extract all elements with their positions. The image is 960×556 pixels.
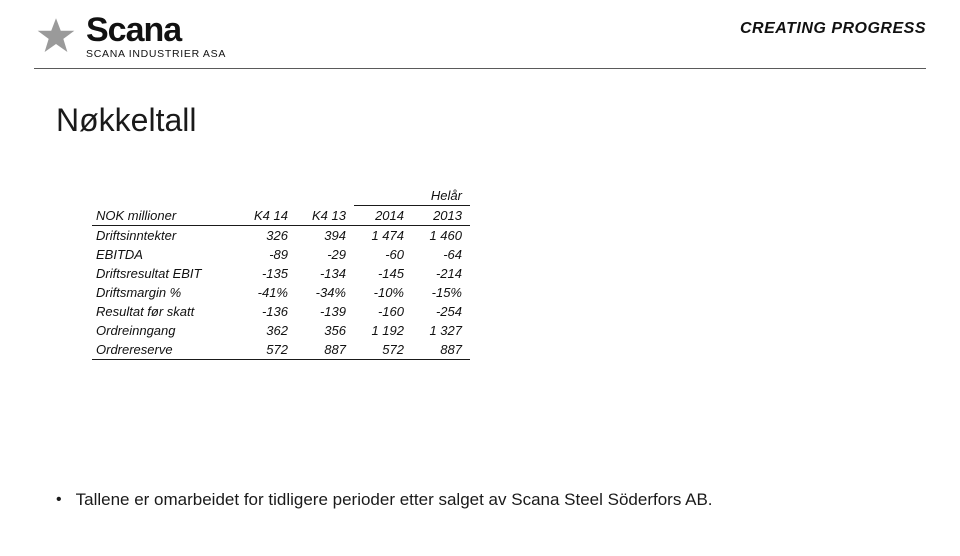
table-row-label: Resultat før skatt [92, 302, 238, 321]
table-column-header: 2013 [412, 206, 470, 226]
page-title: Nøkkeltall [56, 102, 196, 139]
slide: Scana SCANA INDUSTRIER ASA CREATING PROG… [0, 0, 960, 556]
table-row: Ordreinngang3623561 1921 327 [92, 321, 470, 340]
table-cell: 1 327 [412, 321, 470, 340]
table-super-header-label: Helår [354, 186, 470, 206]
table-row-label: Driftsinntekter [92, 226, 238, 246]
table-cell: 362 [238, 321, 296, 340]
table-cell: 887 [296, 340, 354, 360]
star-icon [34, 15, 78, 59]
bullet-icon: • [56, 490, 62, 509]
table-row: Driftsresultat EBIT-135-134-145-214 [92, 264, 470, 283]
table-row-label: Driftsresultat EBIT [92, 264, 238, 283]
table-row: Resultat før skatt-136-139-160-254 [92, 302, 470, 321]
table-cell: -139 [296, 302, 354, 321]
table-cell: -60 [354, 245, 412, 264]
table-cell: 356 [296, 321, 354, 340]
table-cell-empty [92, 186, 238, 206]
table-cell: 1 460 [412, 226, 470, 246]
table-cell: -34% [296, 283, 354, 302]
logo-text: Scana SCANA INDUSTRIER ASA [86, 14, 226, 60]
header-divider [34, 68, 926, 69]
table-column-header: K4 14 [238, 206, 296, 226]
table-row: Ordrereserve572887572887 [92, 340, 470, 360]
table-cell: -254 [412, 302, 470, 321]
table-cell: -134 [296, 264, 354, 283]
table-cell: -29 [296, 245, 354, 264]
table-cell: 326 [238, 226, 296, 246]
table-cell-empty [238, 186, 296, 206]
table-body: HelårNOK millionerK4 14K4 1320142013Drif… [92, 186, 470, 360]
table-cell: -89 [238, 245, 296, 264]
table-cell: -214 [412, 264, 470, 283]
table-row: Driftsinntekter3263941 4741 460 [92, 226, 470, 246]
logo-main: Scana [86, 14, 226, 46]
table-row-label: Driftsmargin % [92, 283, 238, 302]
table-row: Driftsmargin %-41%-34%-10%-15% [92, 283, 470, 302]
table-row: EBITDA-89-29-60-64 [92, 245, 470, 264]
table-cell: 887 [412, 340, 470, 360]
table-cell: 572 [354, 340, 412, 360]
table-column-header: K4 13 [296, 206, 354, 226]
table-row-label: EBITDA [92, 245, 238, 264]
table-cell: -135 [238, 264, 296, 283]
table-super-header: Helår [92, 186, 470, 206]
table-cell-empty [296, 186, 354, 206]
table-cell: 572 [238, 340, 296, 360]
table-column-header: 2014 [354, 206, 412, 226]
logo-sub: SCANA INDUSTRIER ASA [86, 48, 226, 60]
table-cell: -64 [412, 245, 470, 264]
footnote: • Tallene er omarbeidet for tidligere pe… [56, 490, 713, 510]
table-cell: -15% [412, 283, 470, 302]
table-cell: -10% [354, 283, 412, 302]
table-cell: -160 [354, 302, 412, 321]
table-row-label: NOK millioner [92, 206, 238, 226]
table-cell: 1 474 [354, 226, 412, 246]
table-row-label: Ordreinngang [92, 321, 238, 340]
table-cell: -136 [238, 302, 296, 321]
footnote-text: Tallene er omarbeidet for tidligere peri… [76, 490, 713, 510]
key-figures-table-wrap: HelårNOK millionerK4 14K4 1320142013Drif… [92, 186, 470, 360]
table-cell: -145 [354, 264, 412, 283]
key-figures-table: HelårNOK millionerK4 14K4 1320142013Drif… [92, 186, 470, 360]
table-cell: 394 [296, 226, 354, 246]
table-cell: -41% [238, 283, 296, 302]
table-cell: 1 192 [354, 321, 412, 340]
tagline: CREATING PROGRESS [740, 20, 926, 38]
table-row-label: Ordrereserve [92, 340, 238, 360]
table-header-row: NOK millionerK4 14K4 1320142013 [92, 206, 470, 226]
star-shape [38, 18, 75, 52]
header: Scana SCANA INDUSTRIER ASA CREATING PROG… [34, 14, 926, 74]
